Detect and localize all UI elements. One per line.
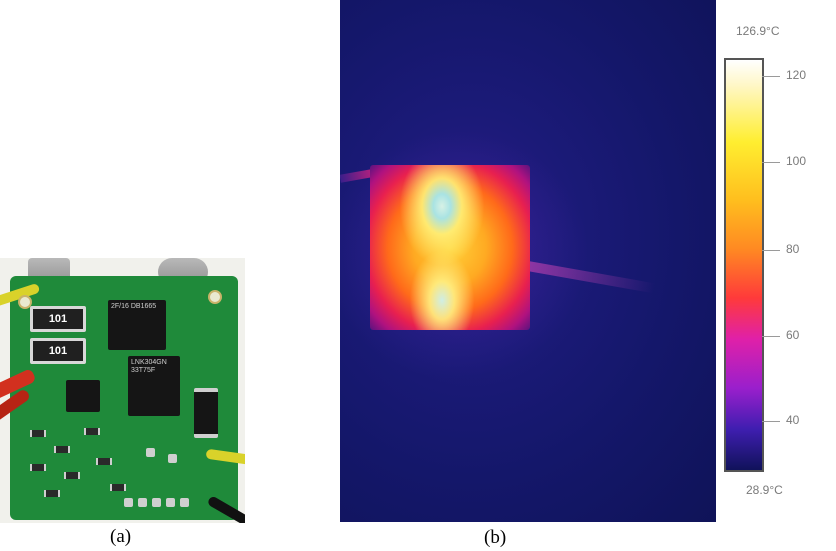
solder-pad xyxy=(180,498,189,507)
scale-tick-label-100: 100 xyxy=(786,154,807,168)
solder-pad xyxy=(152,498,161,507)
scale-tick-label-80: 80 xyxy=(786,242,800,256)
scale-tick xyxy=(762,162,780,163)
smd-component xyxy=(30,430,46,437)
pad-hole xyxy=(208,290,222,304)
smd-component xyxy=(44,490,60,497)
ic-marking: LNK304GN 33T75F xyxy=(131,359,167,374)
hot-component xyxy=(370,165,530,330)
scale-tick xyxy=(762,76,780,77)
transformer: 2F/16 DB1665 xyxy=(108,300,166,350)
ic-chip: LNK304GN 33T75F xyxy=(128,356,180,416)
diode xyxy=(194,388,218,438)
scale-max-label: 126.9°C xyxy=(736,24,780,38)
caption-a: (a) xyxy=(110,526,132,547)
scale-tick-label-120: 120 xyxy=(786,68,807,82)
pcb-photo: 101 101 2F/16 DB1665 LNK304GN 33T75F xyxy=(0,258,245,523)
caption-b: (b) xyxy=(484,527,507,548)
smd-component xyxy=(64,472,80,479)
solder-pad xyxy=(138,498,147,507)
transformer-marking: 2F/16 DB1665 xyxy=(111,303,157,310)
scale-tick-label-40: 40 xyxy=(786,413,800,427)
solder-pad xyxy=(168,454,177,463)
smd-component xyxy=(30,464,46,471)
scale-tick-label-60: 60 xyxy=(786,328,800,342)
smd-component xyxy=(110,484,126,491)
resistor-101-top: 101 xyxy=(30,306,86,332)
scale-tick xyxy=(762,336,780,337)
scale-tick xyxy=(762,250,780,251)
smd-component xyxy=(96,458,112,465)
thermal-image xyxy=(340,0,716,522)
smd-component xyxy=(84,428,100,435)
small-ic xyxy=(66,380,100,412)
pad-hole xyxy=(18,295,32,309)
resistor-101-bottom: 101 xyxy=(30,338,86,364)
temperature-color-scale xyxy=(724,58,764,472)
solder-pad xyxy=(124,498,133,507)
solder-pad xyxy=(166,498,175,507)
smd-component xyxy=(54,446,70,453)
solder-pad xyxy=(146,448,155,457)
scale-min-label: 28.9°C xyxy=(746,483,783,497)
scale-tick xyxy=(762,421,780,422)
